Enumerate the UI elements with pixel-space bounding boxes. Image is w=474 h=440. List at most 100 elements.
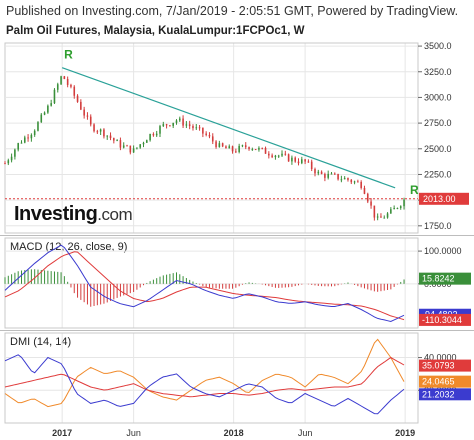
candle-body <box>56 84 59 90</box>
candle-body <box>76 95 79 102</box>
candle-body <box>277 155 280 157</box>
candle-body <box>241 145 244 147</box>
last-price-tag <box>419 192 469 205</box>
candle-body <box>330 173 333 175</box>
candle-body <box>268 153 270 156</box>
dmi-value-tag <box>419 359 471 372</box>
candle-body <box>122 145 125 148</box>
candle-body <box>376 216 379 218</box>
candle-body <box>343 178 346 180</box>
candle-body <box>360 181 362 188</box>
candle-body <box>195 127 198 129</box>
candle-body <box>353 181 356 183</box>
candle-body <box>340 179 343 181</box>
candle-body <box>281 153 283 156</box>
candle-body <box>146 140 148 143</box>
pivot-label-r: R <box>64 48 73 62</box>
candle-body <box>159 126 161 134</box>
candle-body <box>30 134 33 139</box>
candle-body <box>89 116 92 125</box>
candle-body <box>70 84 72 87</box>
y-tick-label: 3250.0 <box>424 67 452 77</box>
x-tick-label: Jun <box>126 428 141 438</box>
candle-body <box>155 133 158 136</box>
candle-body <box>399 206 402 208</box>
candle-body <box>396 207 399 209</box>
candle-body <box>264 147 267 154</box>
dmi-plus-line <box>4 354 405 415</box>
dmi-value-label: 24.0465 <box>422 377 455 387</box>
candle-body <box>169 125 171 127</box>
symbol-title: Palm Oil Futures, Malaysia, KualaLumpur:… <box>6 25 305 37</box>
candle-body <box>53 89 56 104</box>
y-tick-label: 2250.0 <box>424 169 452 179</box>
candle-body <box>324 173 326 178</box>
candle-body <box>333 173 336 175</box>
candle-body <box>83 109 85 116</box>
candle-body <box>202 127 204 134</box>
candle-body <box>215 141 217 148</box>
y-tick-label: 100.0000 <box>424 246 462 256</box>
candle-body <box>380 216 382 218</box>
logo-main: Investing <box>14 203 98 225</box>
macd-value-tag <box>419 313 471 326</box>
candle-body <box>178 118 181 121</box>
candle-body <box>63 76 66 79</box>
candle-body <box>386 213 389 218</box>
candle-body <box>261 147 264 149</box>
candle-body <box>314 169 316 174</box>
candle-body <box>251 149 254 151</box>
candle-body <box>198 127 201 129</box>
candle-body <box>403 199 405 207</box>
investing-logo: Investing.com <box>14 203 133 226</box>
dmi-value-tag <box>419 375 471 388</box>
candle-body <box>304 159 306 162</box>
published-caption: Published on Investing.com, 7/Jan/2019 -… <box>6 4 459 18</box>
candle-body <box>274 155 277 158</box>
candle-body <box>192 126 194 129</box>
candle-body <box>47 105 49 113</box>
candle-body <box>50 103 52 106</box>
candle-body <box>254 149 257 151</box>
candle-body <box>80 101 82 110</box>
pane-frame <box>4 332 419 424</box>
candle-body <box>162 124 165 127</box>
candle-body <box>73 86 76 96</box>
logo-domain: .com <box>97 205 133 224</box>
last-price-label: 2013.00 <box>423 194 456 204</box>
candle-body <box>370 201 372 206</box>
candle-body <box>142 142 145 145</box>
candle-body <box>129 145 132 153</box>
candle-body <box>221 143 224 147</box>
candle-body <box>23 137 26 143</box>
candle-body <box>113 138 115 141</box>
macd-line <box>4 244 405 323</box>
candle-body <box>165 124 168 126</box>
candle-body <box>258 147 260 150</box>
candle-body <box>337 173 339 180</box>
candle-body <box>106 135 109 137</box>
candle-body <box>188 124 191 127</box>
candle-body <box>60 76 62 85</box>
x-tick-label: Jun <box>298 428 313 438</box>
candle-body <box>139 144 142 148</box>
macd-signal-line <box>4 251 405 321</box>
x-tick-label: 2018 <box>224 428 244 438</box>
candle-body <box>347 178 349 180</box>
candle-body <box>228 146 231 149</box>
candle-body <box>4 163 6 165</box>
candle-body <box>307 161 310 163</box>
candle-body <box>116 140 118 142</box>
candle-body <box>27 137 29 139</box>
candle-body <box>175 120 178 123</box>
candle-body <box>383 217 386 219</box>
candle-body <box>96 131 99 133</box>
dmi-value-label: 35.0793 <box>422 361 455 371</box>
pivot-label-r: R <box>410 183 419 197</box>
candle-body <box>366 193 369 202</box>
candle-body <box>205 133 207 135</box>
candle-body <box>327 173 329 178</box>
candle-body <box>373 205 376 218</box>
candle-body <box>235 151 237 153</box>
